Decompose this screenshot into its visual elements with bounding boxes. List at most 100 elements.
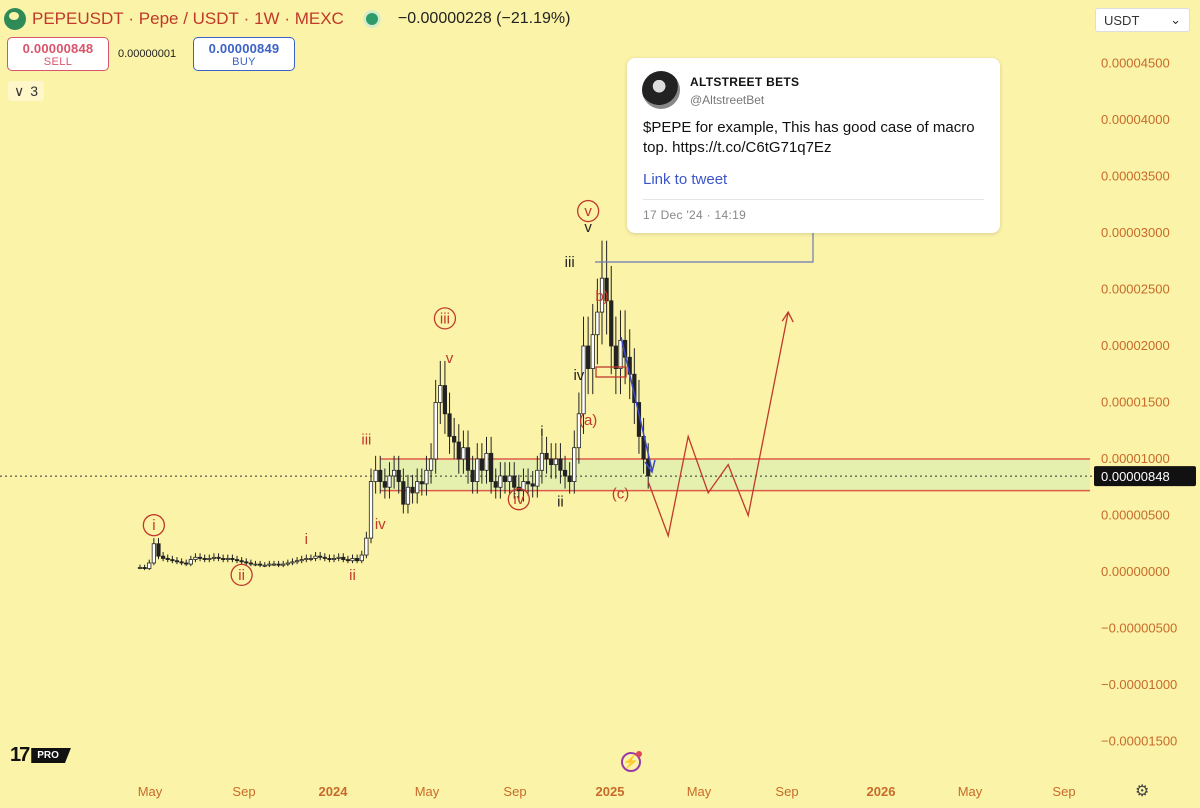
candle — [211, 556, 217, 559]
candle — [202, 558, 207, 560]
tweet-author-name: ALTSTREET BETS — [690, 75, 800, 89]
candle — [262, 564, 267, 567]
tweet-link[interactable]: Link to tweet — [643, 171, 728, 188]
candle — [147, 562, 152, 570]
candle — [401, 481, 406, 505]
candle — [299, 559, 304, 562]
candle — [572, 447, 577, 483]
wave-label: i — [152, 517, 155, 534]
exchange-label: MEXC — [294, 9, 344, 28]
y-tick-label: 0.00003000 — [1101, 225, 1170, 240]
buy-button[interactable]: 0.00000849 BUY — [193, 37, 295, 71]
candle — [234, 559, 240, 562]
projection-arrow-head — [781, 310, 794, 323]
candle — [294, 560, 300, 563]
y-tick-label: 0.00000000 — [1101, 564, 1170, 579]
candle — [498, 475, 503, 488]
tweet-connector — [595, 230, 814, 263]
market-status-dot-icon — [365, 13, 378, 25]
current-price-label: 0.00000848 — [1101, 469, 1170, 484]
candle — [373, 469, 378, 482]
wave-label: iii — [361, 431, 371, 448]
wave-label: ii — [349, 567, 356, 584]
tradingview-logo[interactable]: 17 PRO — [10, 744, 71, 767]
candle — [364, 537, 369, 556]
candle — [456, 441, 461, 460]
candle — [558, 458, 563, 471]
symbol-name: PEPEUSDT — [32, 9, 124, 28]
wave-label: v — [446, 350, 454, 367]
currency-select[interactable]: USDT ⌄ — [1095, 8, 1190, 32]
wave-label: i — [305, 531, 308, 548]
candle — [609, 300, 614, 347]
candle — [221, 558, 226, 560]
candle — [581, 345, 586, 415]
candle — [290, 561, 295, 564]
candle — [160, 555, 166, 559]
candle — [170, 559, 175, 562]
candle — [576, 413, 582, 449]
candle — [368, 481, 374, 539]
candle — [442, 385, 448, 415]
candle — [271, 563, 277, 566]
candle — [539, 452, 545, 471]
candle — [142, 567, 147, 570]
symbol-header[interactable]: PEPEUSDT · Pepe / USDT · 1W · MEXC −0.00… — [4, 8, 570, 30]
y-tick-label: −0.00001000 — [1101, 677, 1177, 692]
chevron-down-icon: ⌄ — [1170, 12, 1181, 27]
x-tick-label: May — [958, 784, 983, 799]
candle — [618, 339, 623, 370]
x-tick-label: 2026 — [867, 784, 896, 799]
candle — [530, 483, 535, 487]
candle — [225, 558, 230, 560]
y-tick-label: 0.00002500 — [1101, 282, 1170, 297]
candle — [405, 486, 411, 505]
candle — [489, 452, 494, 483]
pair-name: Pepe / USDT — [138, 9, 239, 28]
y-tick-label: 0.00004000 — [1101, 112, 1170, 127]
flash-icon[interactable]: ⚡ — [621, 751, 642, 772]
sell-label: SELL — [43, 55, 73, 68]
trend-arrow-line — [620, 336, 653, 471]
avatar — [642, 71, 680, 109]
interval-label[interactable]: 1W — [254, 9, 280, 28]
candle — [336, 556, 341, 559]
pepe-logo-icon — [4, 8, 26, 30]
y-tick-label: 0.00002000 — [1101, 338, 1170, 353]
candle — [396, 469, 401, 482]
candle — [562, 469, 568, 477]
candle — [359, 554, 364, 562]
indicators-toggle[interactable]: ∨ 3 — [8, 81, 45, 101]
candle — [216, 556, 221, 559]
candle — [239, 560, 244, 563]
candle — [151, 543, 156, 564]
wave-circle — [576, 199, 600, 223]
candle — [137, 567, 143, 569]
candle — [207, 558, 212, 560]
marker-box — [595, 366, 627, 378]
tweet-handle: @AltstreetBet — [690, 93, 765, 107]
wave-label: ii — [238, 567, 245, 584]
current-price-tag — [1094, 466, 1196, 487]
candle — [424, 469, 429, 485]
candle — [428, 458, 434, 471]
wave-label: ii — [557, 493, 564, 510]
indicators-count: 3 — [30, 83, 39, 99]
buy-price: 0.00000849 — [208, 40, 280, 56]
candle — [525, 481, 531, 485]
wave-label: (c) — [612, 486, 630, 503]
wave-label: v — [584, 219, 592, 236]
sell-button[interactable]: 0.00000848 SELL — [7, 37, 109, 71]
currency-value: USDT — [1104, 12, 1140, 28]
x-tick-label: May — [415, 784, 440, 799]
candle — [165, 558, 170, 560]
y-tick-label: 0.00000500 — [1101, 508, 1170, 523]
candle — [465, 447, 471, 471]
candle — [521, 481, 526, 492]
candle — [433, 402, 438, 460]
gear-icon[interactable]: ⚙ — [1135, 783, 1150, 800]
x-tick-label: 2024 — [319, 784, 349, 799]
candle — [253, 563, 258, 566]
candle — [322, 556, 327, 559]
